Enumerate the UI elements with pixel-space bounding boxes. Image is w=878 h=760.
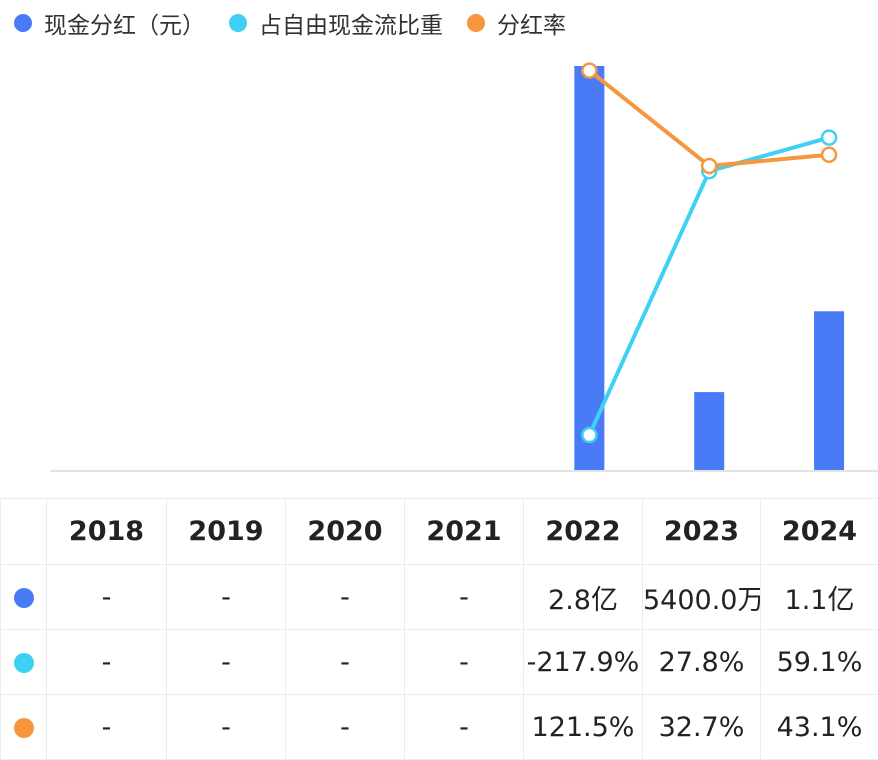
table-cell: -: [47, 695, 167, 760]
data-table: 2018 2019 2020 2021 2022 2023 2024 - - -…: [0, 498, 878, 760]
legend-item-cash-dividend[interactable]: 现金分红（元）: [14, 6, 205, 40]
legend-label: 现金分红（元）: [44, 6, 205, 40]
table-cell: 43.1%: [761, 695, 878, 760]
legend-label: 分红率: [497, 6, 566, 40]
table-cell: -: [286, 630, 405, 695]
table-row: - - - - -217.9% 27.8% 59.1%: [1, 630, 878, 695]
data-point: [582, 428, 596, 442]
series-line: [589, 71, 829, 166]
series-dot-icon: [14, 718, 34, 738]
table-header-cell: 2020: [286, 499, 405, 565]
table-cell: -: [167, 565, 286, 630]
table-header-cell: 2018: [47, 499, 167, 565]
chart-area: [0, 0, 878, 490]
bar: [814, 311, 844, 470]
table-cell: 5400.0万: [643, 565, 761, 630]
table-header-cell: [1, 499, 47, 565]
table-cell: -: [286, 565, 405, 630]
data-point: [702, 159, 716, 173]
series-marker-cell: [1, 565, 47, 630]
series-line: [589, 138, 829, 435]
table-header-cell: 2019: [167, 499, 286, 565]
table-header-cell: 2024: [761, 499, 878, 565]
table-row: - - - - 121.5% 32.7% 43.1%: [1, 695, 878, 760]
table-row: - - - - 2.8亿 5400.0万 1.1亿: [1, 565, 878, 630]
legend-item-fcf-ratio[interactable]: 占自由现金流比重: [229, 6, 443, 40]
legend-label: 占自由现金流比重: [259, 6, 443, 40]
table-cell: -: [47, 630, 167, 695]
data-point: [822, 148, 836, 162]
legend: 现金分红（元） 占自由现金流比重 分红率: [14, 6, 590, 40]
legend-item-payout-ratio[interactable]: 分红率: [467, 6, 566, 40]
table-cell: 2.8亿: [524, 565, 643, 630]
table-header-cell: 2022: [524, 499, 643, 565]
table-cell: 121.5%: [524, 695, 643, 760]
table-cell: -: [167, 630, 286, 695]
bar: [694, 392, 724, 470]
table-cell: -: [167, 695, 286, 760]
series-marker-cell: [1, 630, 47, 695]
series-marker-cell: [1, 695, 47, 760]
table-header-row: 2018 2019 2020 2021 2022 2023 2024: [1, 499, 878, 565]
table-cell: -: [286, 695, 405, 760]
data-point: [822, 131, 836, 145]
table-cell: 27.8%: [643, 630, 761, 695]
table-cell: 59.1%: [761, 630, 878, 695]
table-cell: -: [405, 630, 524, 695]
table-cell: -: [405, 565, 524, 630]
series-dot-icon: [14, 653, 34, 673]
series-dot-icon: [14, 588, 34, 608]
table-cell: 1.1亿: [761, 565, 878, 630]
table-cell: -: [405, 695, 524, 760]
legend-dot-icon: [467, 14, 485, 32]
legend-dot-icon: [14, 14, 32, 32]
legend-dot-icon: [229, 14, 247, 32]
table-header-cell: 2023: [643, 499, 761, 565]
table-header-cell: 2021: [405, 499, 524, 565]
table-cell: -217.9%: [524, 630, 643, 695]
data-point: [582, 64, 596, 78]
table-cell: -: [47, 565, 167, 630]
table-cell: 32.7%: [643, 695, 761, 760]
